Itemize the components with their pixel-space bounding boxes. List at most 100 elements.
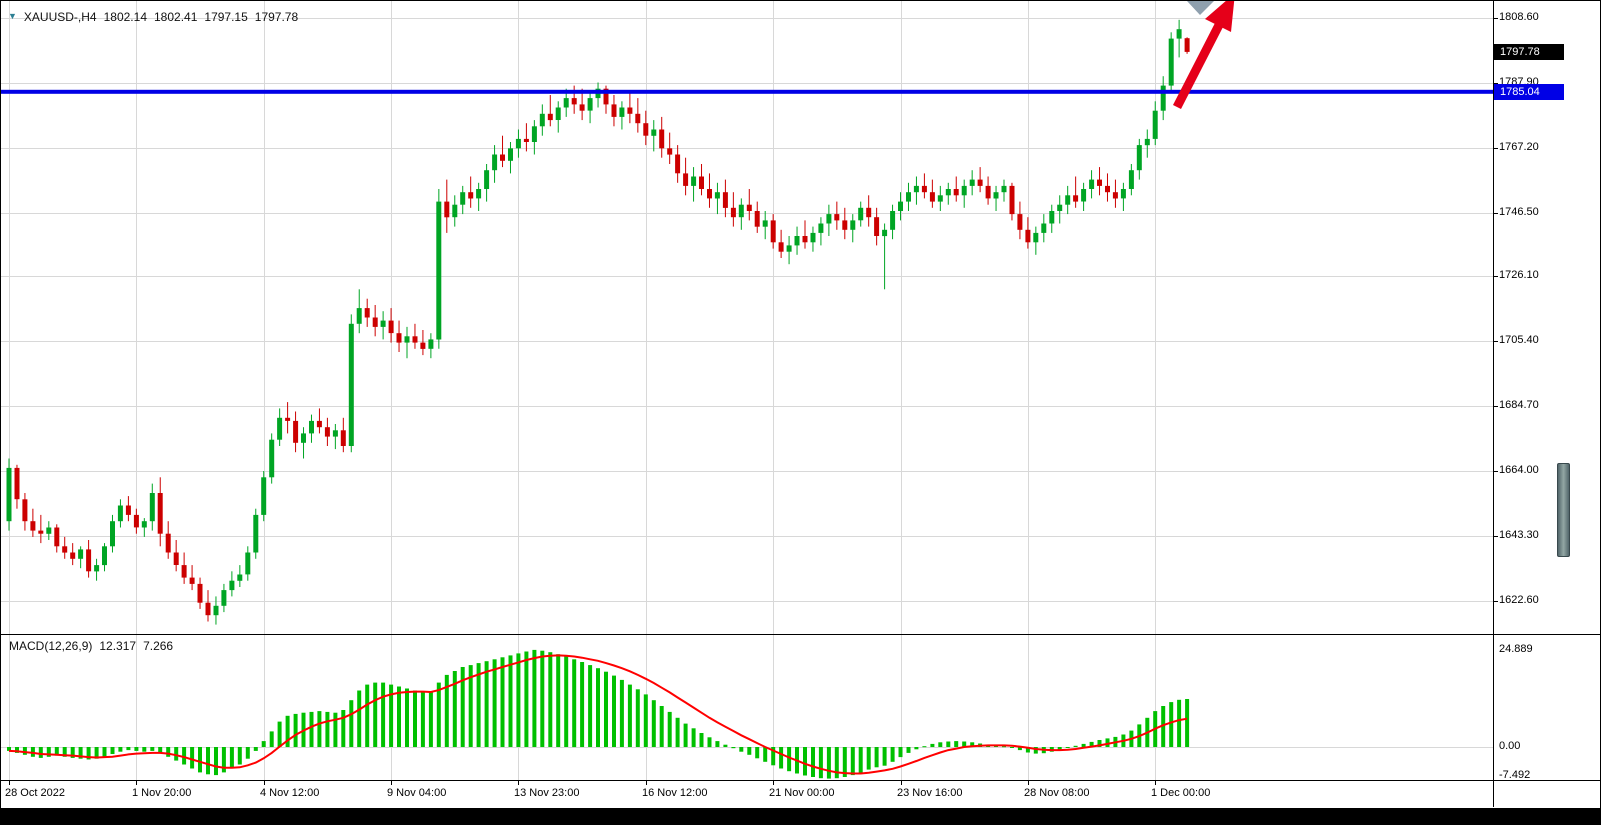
macd-bar [755, 747, 760, 759]
macd-bar [691, 728, 696, 747]
macd-bar [1057, 747, 1062, 750]
candle [786, 245, 792, 252]
candle [1144, 138, 1150, 146]
macd-bar [922, 746, 927, 748]
candle [141, 521, 147, 528]
macd-bar [428, 692, 433, 747]
macd-bar [970, 742, 975, 747]
macd-bar [1089, 741, 1094, 747]
macd-layer [7, 649, 1190, 779]
candle [515, 138, 521, 149]
candle [253, 514, 259, 553]
candle [476, 189, 482, 199]
candle [348, 323, 354, 446]
candle [189, 577, 195, 584]
time-axis-label: 4 Nov 12:00 [260, 787, 320, 799]
cursor-triangle-icon [1187, 1, 1214, 15]
macd-bar [420, 692, 425, 747]
macd-axis-max: 24.889 [1499, 643, 1533, 655]
macd-bar [1010, 747, 1014, 748]
candle [1041, 223, 1047, 233]
macd-bar [118, 747, 123, 752]
time-axis-label: 21 Nov 00:00 [769, 787, 835, 799]
macd-bar [237, 747, 242, 765]
macd-bar [882, 747, 887, 766]
horizontal-level-line[interactable] [1, 89, 1493, 94]
candle [1057, 204, 1063, 211]
candle [1176, 29, 1182, 39]
macd-label: MACD(12,26,9) [9, 639, 93, 653]
candle [714, 192, 720, 199]
time-axis-label: 1 Nov 20:00 [132, 787, 192, 799]
ohlc-open: 1802.14 [103, 10, 147, 24]
candle [611, 104, 617, 117]
candle [70, 552, 76, 559]
current-price-box: 1797.78 [1494, 44, 1564, 60]
macd-bar [739, 747, 744, 752]
macd-bar [460, 667, 465, 747]
candle [213, 605, 219, 616]
candle [1097, 179, 1102, 186]
candle [285, 417, 291, 421]
macd-info: MACD(12,26,9) 12.317 7.266 [9, 639, 173, 653]
time-axis-label: 16 Nov 12:00 [642, 787, 708, 799]
candle [301, 433, 306, 443]
macd-bar [779, 747, 784, 769]
candle [165, 533, 171, 553]
macd-bar [866, 747, 871, 770]
candle [699, 176, 704, 189]
macd-bar [182, 747, 187, 765]
macd-bar [500, 657, 505, 747]
candle [38, 530, 44, 534]
macd-bar [333, 712, 338, 747]
candle [969, 179, 975, 186]
macd-bar [898, 747, 903, 758]
candle [1009, 185, 1015, 215]
candle [1049, 211, 1055, 224]
candle [197, 583, 203, 603]
candle [245, 552, 251, 575]
candle [531, 126, 537, 142]
macd-bar [381, 682, 386, 747]
macd-bar [858, 747, 863, 773]
candle [269, 439, 275, 478]
macd-bar [1017, 747, 1022, 751]
price-axis-label: 1726.10 [1499, 269, 1539, 281]
macd-bar [635, 689, 640, 747]
candle [1033, 232, 1039, 243]
macd-bar [787, 747, 792, 772]
macd-bar [572, 659, 577, 748]
candle [746, 204, 752, 211]
candle [977, 179, 983, 186]
candle [1025, 229, 1031, 243]
candle [858, 207, 864, 221]
candle [691, 176, 697, 186]
candle [961, 185, 967, 196]
macd-bar [38, 747, 43, 758]
macd-bar [954, 741, 959, 747]
macd-signal-line [8, 654, 1188, 775]
macd-bar [22, 747, 27, 755]
macd-bar [269, 731, 274, 747]
macd-bar [914, 747, 919, 750]
macd-bar [1097, 740, 1102, 747]
macd-bar [46, 747, 51, 757]
candle [1120, 189, 1126, 199]
macd-bar [436, 682, 441, 747]
scrollbar-thumb[interactable] [1557, 463, 1570, 557]
candle [181, 565, 187, 578]
candle [1112, 192, 1118, 199]
trend-arrow[interactable] [1172, 1, 1235, 110]
candle [921, 185, 927, 193]
macd-main-value: 12.317 [99, 639, 137, 653]
macd-bar [524, 651, 529, 747]
macd-bar [715, 741, 720, 747]
candle [436, 201, 442, 340]
time-axis-label: 1 Dec 00:00 [1151, 787, 1211, 799]
candle [396, 333, 402, 343]
macd-bar [1033, 747, 1038, 754]
candle [906, 192, 911, 202]
macd-bar [142, 747, 147, 752]
candle [237, 574, 243, 581]
